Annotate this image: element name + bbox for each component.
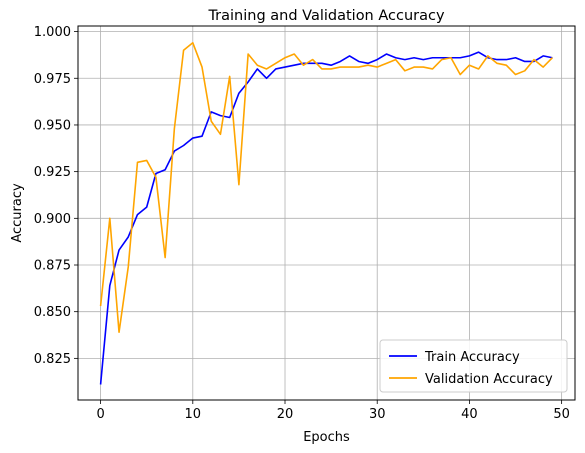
ticks: 0 10 20 30 40 50 0.825 0.850 0.875 0.900 0.925 0.95… [34,25,570,422]
y-tick-label: 0.900 [34,212,71,227]
y-tick-label: 1.000 [34,25,71,40]
x-tick-label: 30 [369,407,386,422]
train-accuracy-line [99,51,553,385]
y-tick-label: 0.875 [34,259,71,274]
x-tick-label: 10 [185,407,202,422]
plot-frame [77,25,576,401]
validation-accuracy-line [99,41,553,334]
legend-label-train: Train Accuracy [424,350,520,365]
y-tick-label: 0.950 [34,118,71,133]
x-axis-label: Epochs [303,430,350,445]
y-tick-label: 0.825 [34,352,71,367]
y-tick-label: 0.925 [34,165,71,180]
x-tick-label: 40 [461,407,478,422]
x-tick-label: 20 [277,407,294,422]
y-tick-label: 0.975 [34,72,71,87]
grid-lines [78,26,575,400]
legend: Train Accuracy Validation Accuracy [379,339,568,393]
x-tick-label: 0 [96,407,104,422]
chart-title: Training and Validation Accuracy [207,8,445,24]
y-tick-label: 0.850 [34,305,71,320]
y-axis-label: Accuracy [10,183,25,243]
legend-box [379,339,568,393]
legend-label-validation: Validation Accuracy [425,372,553,387]
series-layer [99,41,553,385]
x-tick-label: 50 [553,407,570,422]
